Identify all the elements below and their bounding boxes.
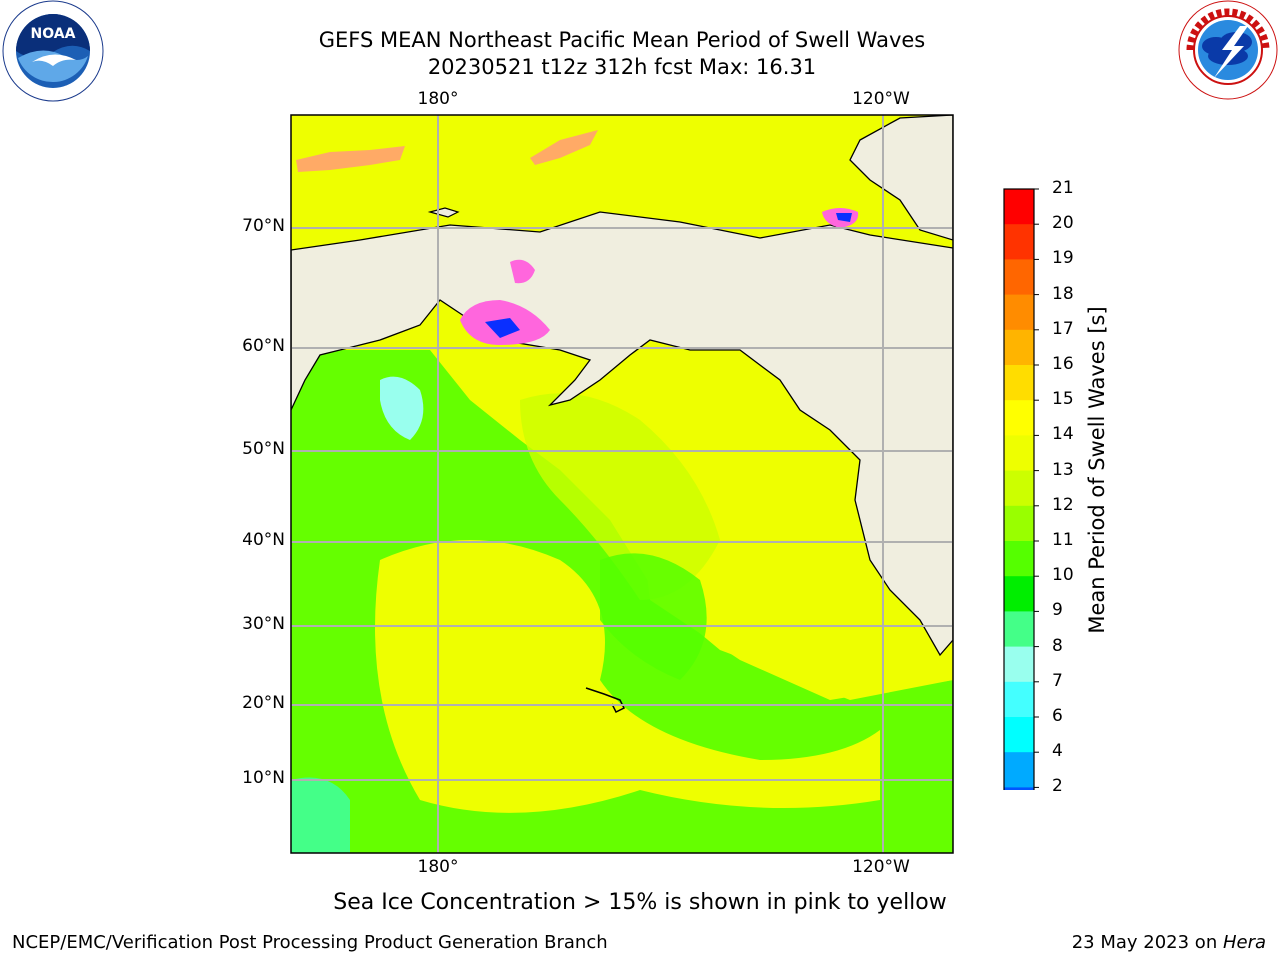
lat-label-50n: 50°N [242,439,285,459]
noaa-logo-icon: NOAA [2,0,104,102]
colorbar-tick-label: 17 [1052,318,1074,339]
colorbar-tick-label: 9 [1052,600,1063,621]
map-frame [290,114,954,854]
nws-logo-icon [1178,0,1278,100]
colorbar-segment [1004,400,1034,436]
sea-ice-patch-2 [530,130,598,165]
colorbar-tick-label: 13 [1052,459,1074,480]
lon-label-top-120w: 120°W [852,89,910,109]
hawaii-islands [585,687,626,714]
noaa-logo-text: NOAA [31,26,76,42]
colorbar-segment [1004,576,1034,612]
lat-label-40n: 40°N [242,530,285,550]
sea-ice-bering-core [485,318,520,338]
lat-label-10n: 10°N [242,768,285,788]
sea-ice-hudson-core [836,213,852,222]
colorbar-segment [1004,787,1034,790]
footer-date: 23 May 2023 on Hera [1072,932,1266,953]
colorbar-segment [1004,329,1034,366]
lat-label-70n: 70°N [242,216,285,236]
colorbar-segment [1004,294,1034,331]
graticule [291,115,953,853]
colorbar-tick-label: 8 [1052,635,1063,656]
lat-label-60n: 60°N [242,336,285,356]
map-title: GEFS MEAN Northeast Pacific Mean Period … [318,28,926,52]
green-patch-central [600,553,707,680]
footer-date-text: 23 May 2023 on [1071,932,1223,953]
colorbar-tick-label: 15 [1052,389,1074,410]
lon-label-bottom-120w: 120°W [852,857,910,877]
cyan-patch-bering [380,376,424,440]
colorbar-tick-label: 10 [1052,565,1074,586]
sea-ice-patch-1 [296,146,405,172]
teal-patch-south [291,777,350,853]
colorbar-segment [1004,611,1034,648]
colorbar-tick-label: 12 [1052,494,1074,515]
yellow-green-field [520,393,720,600]
colorbar-segment [1004,681,1034,718]
map-subtitle: 20230521 t12z 312h fcst Max: 16.31 [427,55,817,79]
colorbar-segment [1004,224,1034,260]
colorbar [1003,188,1039,790]
footer-host: Hera [1222,932,1266,953]
colorbar-tick-label: 14 [1052,424,1074,445]
colorbar-segment [1004,541,1034,577]
lat-label-20n: 20°N [242,693,285,713]
colorbar-segment [1004,470,1034,507]
lon-label-bottom-180: 180° [417,857,459,877]
yellow-field-central [375,540,880,813]
colorbar-tick-label: 20 [1052,213,1074,234]
sea-ice-north [510,259,535,284]
colorbar-segment [1004,365,1034,401]
colorbar-tick-label: 4 [1052,741,1063,762]
colorbar-tick-label: 16 [1052,354,1074,374]
colorbar-tick-label: 2 [1052,776,1063,797]
sea-ice-note: Sea Ice Concentration > 15% is shown in … [333,890,947,915]
colorbar-segment [1004,752,1034,788]
colorbar-tick-label: 6 [1052,706,1063,726]
colorbar-segment [1004,505,1034,542]
colorbar-tick-label: 7 [1052,670,1063,691]
lat-label-30n: 30°N [242,614,285,634]
colorbar-segment [1004,646,1034,683]
colorbar-tick-label: 18 [1052,283,1074,304]
colorbar-segment [1004,435,1034,472]
footer-credit: NCEP/EMC/Verification Post Processing Pr… [12,932,608,953]
colorbar-tick-label: 11 [1052,530,1074,550]
colorbar-label: Mean Period of Swell Waves [s] [1085,306,1109,634]
colorbar-segment [1004,717,1034,753]
alaska-land [291,211,953,657]
colorbar-segment [1004,189,1034,225]
colorbar-segment [1004,259,1034,296]
lon-label-top-180: 180° [417,89,459,109]
colorbar-tick-label: 19 [1052,248,1074,269]
canada-arctic-land [849,115,953,241]
colorbar-tick-label: 21 [1052,178,1074,198]
